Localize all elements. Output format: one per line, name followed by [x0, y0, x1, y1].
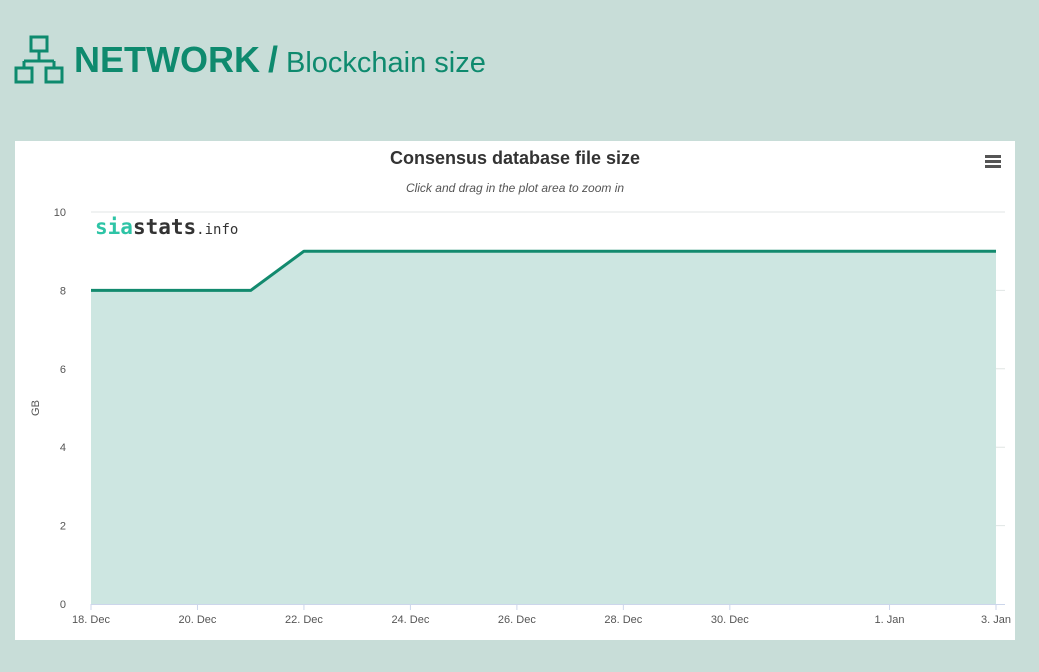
x-tick-label: 20. Dec [179, 614, 217, 626]
y-tick-label: 0 [60, 599, 66, 611]
hamburger-menu-icon-bar-2 [985, 160, 1001, 163]
y-tick-label: 8 [60, 285, 66, 297]
watermark-stats: stats [132, 215, 197, 239]
page-title-separator: / [267, 39, 278, 80]
y-axis-title: GB [30, 400, 42, 416]
page-header: NETWORK / Blockchain size [14, 34, 486, 86]
hamburger-menu-icon-bar-3 [985, 165, 1001, 168]
hamburger-menu-icon [985, 155, 1001, 158]
chart-menu-button[interactable] [984, 155, 1004, 171]
x-tick-label: 24. Dec [391, 614, 429, 626]
x-tick-label: 28. Dec [604, 614, 642, 626]
x-tick-label: 3. Jan [981, 614, 1011, 626]
watermark-sia: sia [95, 215, 133, 239]
series-line [91, 249, 996, 292]
page-title-subsection: Blockchain size [286, 47, 486, 79]
chart-plot[interactable]: 0 2 4 6 8 10 GB 18. Dec 20. Dec 22. Dec 24. Dec 26.… [15, 141, 1015, 640]
x-tick-label: 30. Dec [711, 614, 749, 626]
page-title-section: NETWORK [74, 39, 260, 80]
series-area-fill [91, 251, 996, 604]
y-tick-label: 6 [60, 364, 66, 376]
chart-title: Consensus database file size [389, 148, 641, 168]
x-tick-label: 22. Dec [285, 614, 323, 626]
x-tick-label: 18. Dec [72, 614, 110, 626]
y-tick-label: 4 [60, 442, 66, 454]
chart-card[interactable]: 0 2 4 6 8 10 GB 18. Dec 20. Dec 22. Dec 24. Dec 26.… [15, 141, 1015, 640]
siastats-watermark-logo: siastats.info [95, 217, 238, 238]
watermark-info: .info [196, 222, 239, 238]
y-tick-label: 10 [54, 207, 66, 219]
network-icon [14, 35, 64, 84]
x-tick-label: 1. Jan [875, 614, 905, 626]
chart-subtitle: Click and drag in the plot area to zoom … [405, 181, 625, 195]
page-title: NETWORK / Blockchain size [74, 42, 486, 78]
y-tick-label: 2 [60, 521, 66, 533]
x-tick-label: 26. Dec [498, 614, 536, 626]
